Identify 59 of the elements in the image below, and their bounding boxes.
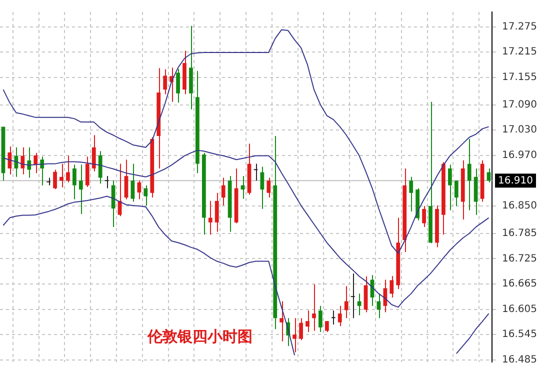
candlestick (98, 150, 102, 184)
candlestick (130, 163, 135, 202)
y-tick-label: 17.275 (502, 21, 538, 32)
y-tick-label: 16.665 (502, 278, 538, 290)
candlestick (137, 180, 142, 200)
candlestick (331, 310, 336, 325)
candlestick (14, 146, 18, 178)
candlestick (409, 176, 414, 212)
candlestick (46, 177, 50, 186)
candlestick (422, 205, 426, 228)
annotation: 伦敦银四小时图 (146, 327, 253, 346)
candlestick (66, 155, 70, 183)
candlestick (214, 192, 219, 232)
candlestick (53, 169, 57, 190)
y-tick-label: 16.785 (502, 228, 538, 239)
candlestick (383, 279, 388, 313)
candlestick (266, 177, 271, 198)
y-tick-label: 16.850 (502, 200, 538, 212)
candlestick (72, 164, 76, 200)
candlestick (324, 320, 329, 333)
y-tick-label: 16.725 (502, 253, 538, 264)
candlestick (454, 180, 458, 206)
y-tick-label: 17.030 (502, 124, 538, 136)
candlestick (299, 318, 303, 341)
candlestick (306, 310, 310, 333)
candlestick (163, 68, 168, 95)
candlestick (60, 163, 64, 188)
candlestick (467, 138, 472, 211)
candlestick (176, 68, 180, 104)
y-tick-label: 16.485 (502, 354, 538, 366)
candlestick (448, 164, 452, 211)
y-tick-label: 17.090 (502, 99, 538, 110)
candlestick (280, 300, 284, 342)
candlestick (292, 318, 296, 353)
candlestick (338, 305, 342, 327)
candlestick (350, 272, 355, 319)
candlestick (144, 184, 148, 206)
candlestick (208, 200, 212, 236)
candlestick (104, 176, 109, 189)
y-tick-label: 16.605 (502, 304, 538, 315)
candlestick (486, 168, 491, 183)
candlestick (92, 134, 96, 172)
candlestick (260, 166, 264, 210)
candlestick (318, 305, 322, 333)
candlestick (78, 164, 83, 214)
y-tick-label: 16.545 (502, 329, 538, 340)
ref-line-label: 16.910 (498, 175, 534, 186)
candlestick (34, 152, 38, 174)
candlestick (221, 177, 226, 206)
candlestick (40, 156, 44, 186)
candlestick (312, 284, 316, 332)
y-tick-label: 16.970 (502, 150, 538, 161)
y-tick-label: 17.155 (502, 72, 538, 83)
candlestick (390, 275, 394, 298)
candlestick (344, 286, 348, 319)
candlestick (20, 146, 25, 175)
candlestick (85, 156, 90, 188)
y-tick-label: 17.215 (502, 46, 538, 58)
candlestick (124, 159, 128, 200)
